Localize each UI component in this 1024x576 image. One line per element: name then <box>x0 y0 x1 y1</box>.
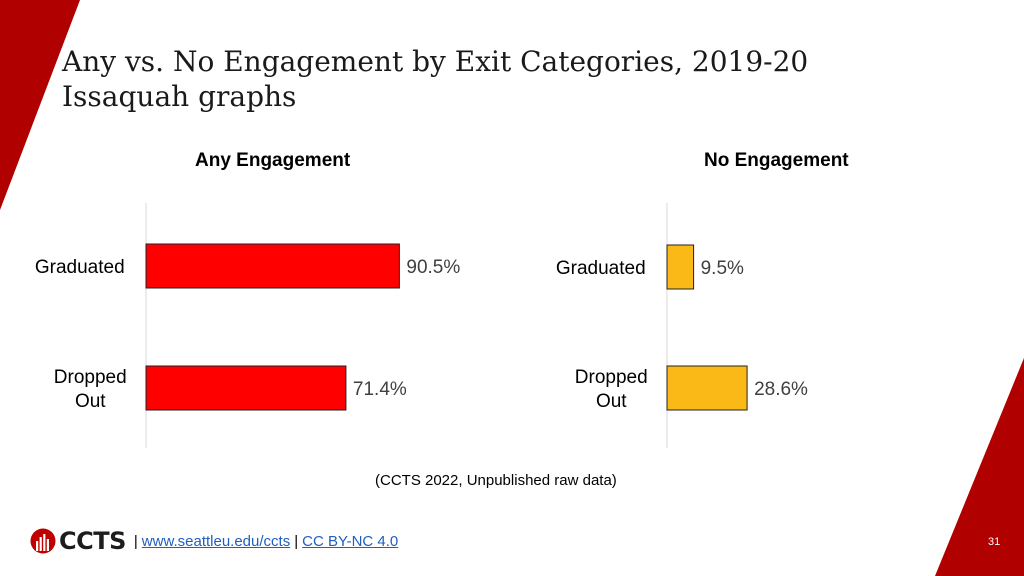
corner-accent-bottom-right <box>935 358 1024 576</box>
bar-any-0 <box>145 243 400 289</box>
footer-separator: | <box>133 532 138 550</box>
data-label-any-1: 71.4% <box>353 379 407 400</box>
seattleu-ccts-link[interactable]: www.seattleu.edu/ccts <box>141 532 291 550</box>
footer-separator: | <box>294 532 299 550</box>
slide-title-line-2: Issaquah graphs <box>62 80 297 113</box>
slide-title-line-1: Any vs. No Engagement by Exit Categories… <box>62 45 809 78</box>
corner-accent-top-left <box>0 0 80 210</box>
category-label-any-1: Dropped Out <box>54 367 127 412</box>
chart-title-any-engagement: Any Engagement <box>195 150 351 171</box>
chart-title-no-engagement: No Engagement <box>704 150 849 171</box>
category-label-any-0: Graduated <box>35 257 125 278</box>
page-number: 31 <box>988 536 1001 548</box>
license-link[interactable]: CC BY-NC 4.0 <box>302 532 399 550</box>
bar-no-0 <box>666 244 695 290</box>
data-label-any-0: 90.5% <box>406 257 460 278</box>
logo-mark-icon <box>30 528 56 554</box>
bar-no-1 <box>666 365 748 411</box>
footer: CCTS | www.seattleu.edu/ccts | CC BY-NC … <box>30 526 398 556</box>
source-citation: (CCTS 2022, Unpublished raw data) <box>375 472 617 489</box>
ccts-logo: CCTS <box>30 527 126 555</box>
data-label-no-0: 9.5% <box>701 258 744 279</box>
data-label-no-1: 28.6% <box>754 379 808 400</box>
bar-any-1 <box>145 365 347 411</box>
category-label-no-1: Dropped Out <box>575 367 648 412</box>
logo-text: CCTS <box>59 527 126 555</box>
slide-title: Any vs. No Engagement by Exit Categories… <box>62 44 808 114</box>
category-label-no-0: Graduated <box>556 258 646 279</box>
